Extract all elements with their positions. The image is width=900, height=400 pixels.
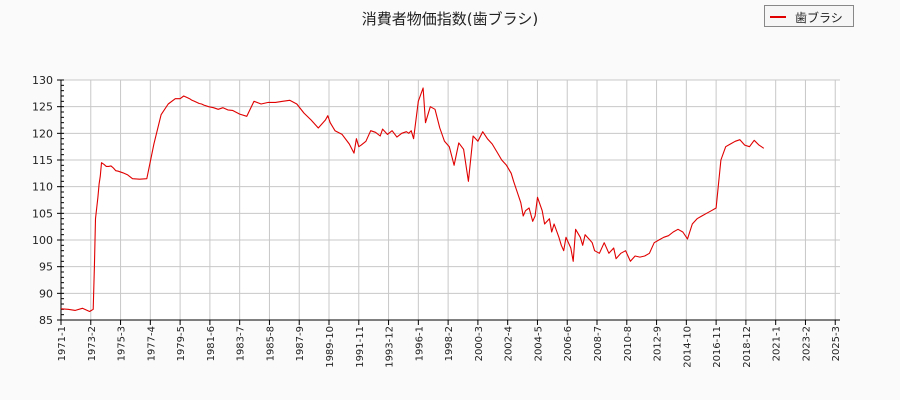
- x-tick-label: 1991-11: [355, 326, 366, 368]
- x-tick-label: 1998-2: [444, 326, 455, 361]
- y-tick-label: 115: [32, 154, 53, 167]
- x-tick-label: 2004-5: [533, 326, 544, 361]
- x-axis-ticks: 1971-1 1973-2 1975-3 1977-4 1979-5 1981-6 1983…: [57, 320, 842, 368]
- y-tick-label: 130: [32, 74, 53, 87]
- x-tick-label: 2002-4: [504, 326, 515, 361]
- x-tick-label: 2008-7: [593, 326, 604, 361]
- x-tick-label: 2025-3: [831, 326, 842, 361]
- legend-label: 歯ブラシ: [795, 11, 843, 25]
- x-tick-label: 2014-10: [682, 326, 693, 368]
- x-tick-label: 2000-3: [474, 326, 485, 361]
- x-tick-label: 2006-6: [563, 326, 574, 361]
- gridlines: [60, 79, 840, 321]
- y-tick-label: 85: [39, 314, 53, 327]
- x-tick-label: 1973-2: [87, 326, 98, 361]
- chart-title: 消費者物価指数(歯ブラシ): [361, 10, 539, 28]
- x-tick-label: 1983-7: [236, 326, 247, 361]
- x-tick-label: 2010-8: [623, 326, 634, 361]
- x-tick-label: 1981-6: [206, 326, 217, 361]
- y-tick-label: 110: [32, 181, 53, 194]
- x-tick-label: 1977-4: [146, 326, 157, 361]
- y-tick-label: 100: [32, 234, 53, 247]
- x-tick-label: 2018-12: [742, 326, 753, 368]
- x-tick-label: 2021-1: [772, 326, 783, 361]
- x-tick-label: 1979-5: [176, 326, 187, 361]
- x-tick-label: 2023-2: [801, 326, 812, 361]
- x-tick-label: 1987-9: [295, 326, 306, 361]
- x-tick-label: 1989-10: [325, 326, 336, 368]
- x-tick-label: 1993-12: [385, 326, 396, 368]
- x-tick-label: 1996-1: [414, 326, 425, 361]
- legend: 歯ブラシ: [764, 5, 854, 27]
- series-line-toothbrush: [60, 87, 765, 313]
- x-tick-label: 1971-1: [57, 326, 68, 361]
- y-tick-label: 95: [39, 261, 53, 274]
- y-axis-ticks: 85 90 95 100 105 110 115 120 125 130: [32, 74, 64, 327]
- x-tick-label: 1975-3: [117, 326, 128, 361]
- x-tick-label: 1985-8: [265, 326, 276, 361]
- x-tick-label: 2016-11: [712, 326, 723, 368]
- legend-line-icon: [770, 16, 786, 18]
- y-tick-label: 120: [32, 127, 53, 140]
- y-tick-label: 105: [32, 207, 53, 220]
- y-tick-label: 125: [32, 101, 53, 114]
- x-tick-label: 2012-9: [653, 326, 664, 361]
- y-tick-label: 90: [39, 287, 53, 300]
- axes: [60, 80, 840, 321]
